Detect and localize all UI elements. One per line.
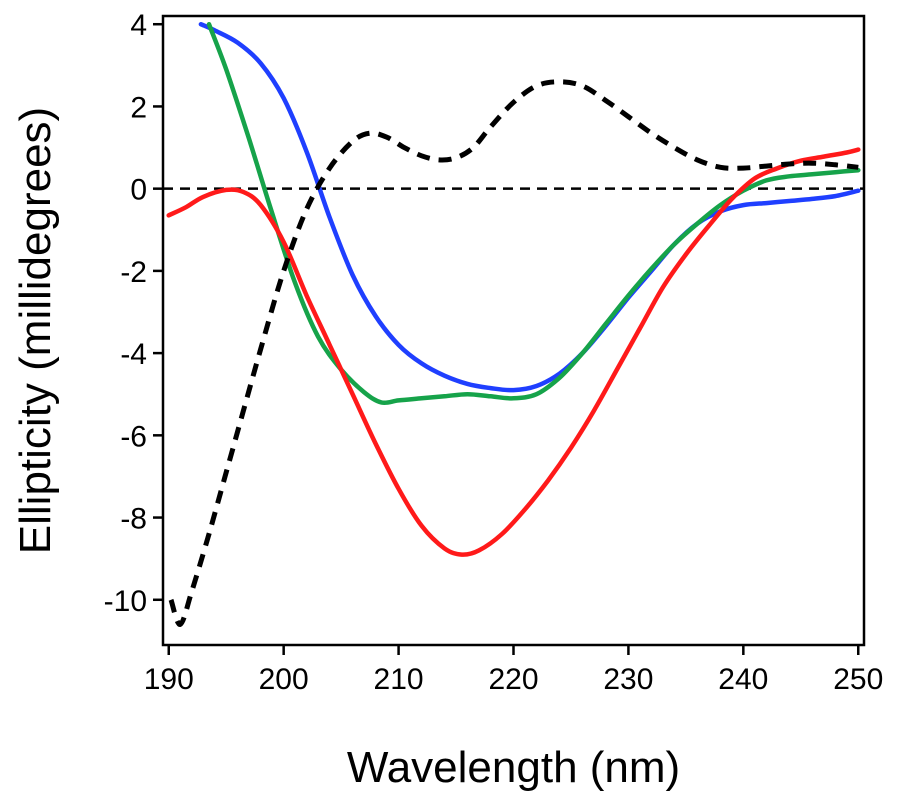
y-tick-label: -10 <box>104 585 147 618</box>
series-line-1 <box>198 21 861 393</box>
series-line-4 <box>168 79 859 627</box>
series-line-2 <box>206 21 861 406</box>
x-axis-title: Wavelength (nm) <box>347 743 680 792</box>
y-tick-label: 0 <box>130 174 147 207</box>
series-layer <box>166 21 861 627</box>
y-tick-label: -4 <box>120 338 147 371</box>
x-tick-label: 250 <box>833 663 883 696</box>
y-tick-label: -2 <box>120 256 147 289</box>
plot-area-frame <box>161 14 866 647</box>
x-tick-label: 210 <box>374 663 424 696</box>
y-tick-label: -6 <box>120 420 147 453</box>
ticks-layer: 190 200 210 220 230 240 250 -10 -8 -6 -4 -2 0 2 4 <box>104 9 884 696</box>
y-axis-title: Ellipticity (millidegrees) <box>11 107 60 554</box>
x-tick-label: 220 <box>488 663 538 696</box>
y-tick-label: 4 <box>130 9 147 42</box>
series-line-3 <box>166 147 861 557</box>
y-tick-label: 2 <box>130 91 147 124</box>
y-tick-label: -8 <box>120 503 147 536</box>
x-tick-label: 240 <box>718 663 768 696</box>
x-tick-label: 190 <box>144 663 194 696</box>
x-tick-label: 230 <box>603 663 653 696</box>
x-tick-label: 200 <box>259 663 309 696</box>
